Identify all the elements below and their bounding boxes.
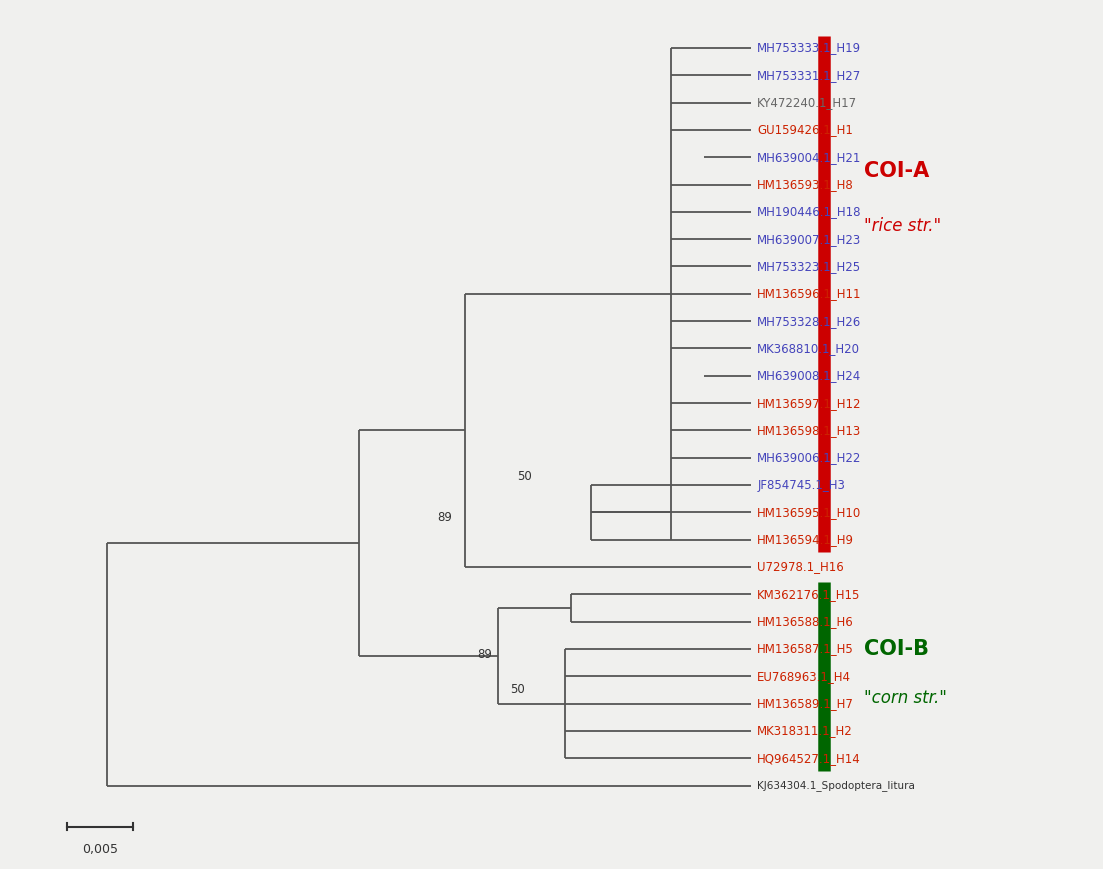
Text: MH753331.1_H27: MH753331.1_H27 bbox=[758, 69, 861, 82]
Text: MH753323.1_H25: MH753323.1_H25 bbox=[758, 260, 861, 273]
Text: HM136598.1_H13: HM136598.1_H13 bbox=[758, 424, 861, 437]
Text: HM136587.1_H5: HM136587.1_H5 bbox=[758, 642, 854, 655]
Text: COI-B: COI-B bbox=[864, 639, 929, 659]
Text: HM136595.1_H10: HM136595.1_H10 bbox=[758, 506, 861, 519]
Text: HM136597.1_H12: HM136597.1_H12 bbox=[758, 396, 861, 409]
Text: MH639008.1_H24: MH639008.1_H24 bbox=[758, 369, 861, 382]
Text: COI-A: COI-A bbox=[864, 161, 929, 181]
Text: KY472240.1_H17: KY472240.1_H17 bbox=[758, 96, 857, 109]
Text: EU768963.1_H4: EU768963.1_H4 bbox=[758, 670, 852, 683]
Text: MH190446.1_H18: MH190446.1_H18 bbox=[758, 205, 861, 218]
Text: HM136588.1_H6: HM136588.1_H6 bbox=[758, 615, 854, 628]
Text: 50: 50 bbox=[517, 470, 532, 483]
Text: HM136593.1_H8: HM136593.1_H8 bbox=[758, 178, 854, 191]
Text: 0,005: 0,005 bbox=[82, 843, 118, 856]
Text: MH639004.1_H21: MH639004.1_H21 bbox=[758, 150, 861, 163]
Text: HM136589.1_H7: HM136589.1_H7 bbox=[758, 697, 854, 710]
Text: KJ634304.1_Spodoptera_litura: KJ634304.1_Spodoptera_litura bbox=[758, 780, 915, 791]
Text: MH639006.1_H22: MH639006.1_H22 bbox=[758, 451, 861, 464]
Text: "rice str.": "rice str." bbox=[864, 216, 941, 235]
Text: 89: 89 bbox=[437, 511, 452, 524]
Text: MH639007.1_H23: MH639007.1_H23 bbox=[758, 233, 861, 246]
Text: MK318311.1_H2: MK318311.1_H2 bbox=[758, 725, 853, 738]
Text: HQ964527.1_H14: HQ964527.1_H14 bbox=[758, 752, 861, 765]
Text: GU159426.1_H1: GU159426.1_H1 bbox=[758, 123, 854, 136]
Text: KM362176.1_H15: KM362176.1_H15 bbox=[758, 587, 860, 600]
Text: MH753328.1_H26: MH753328.1_H26 bbox=[758, 315, 861, 328]
Text: JF854745.1_H3: JF854745.1_H3 bbox=[758, 479, 845, 492]
Text: HM136596.1_H11: HM136596.1_H11 bbox=[758, 288, 861, 301]
Text: MH753333.1_H19: MH753333.1_H19 bbox=[758, 42, 861, 55]
Text: "corn str.": "corn str." bbox=[864, 689, 946, 707]
Text: HM136594.1_H9: HM136594.1_H9 bbox=[758, 534, 855, 547]
Text: 50: 50 bbox=[511, 683, 525, 696]
Text: 89: 89 bbox=[476, 648, 492, 661]
Text: U72978.1_H16: U72978.1_H16 bbox=[758, 561, 844, 574]
Text: MK368810.1_H20: MK368810.1_H20 bbox=[758, 342, 860, 355]
